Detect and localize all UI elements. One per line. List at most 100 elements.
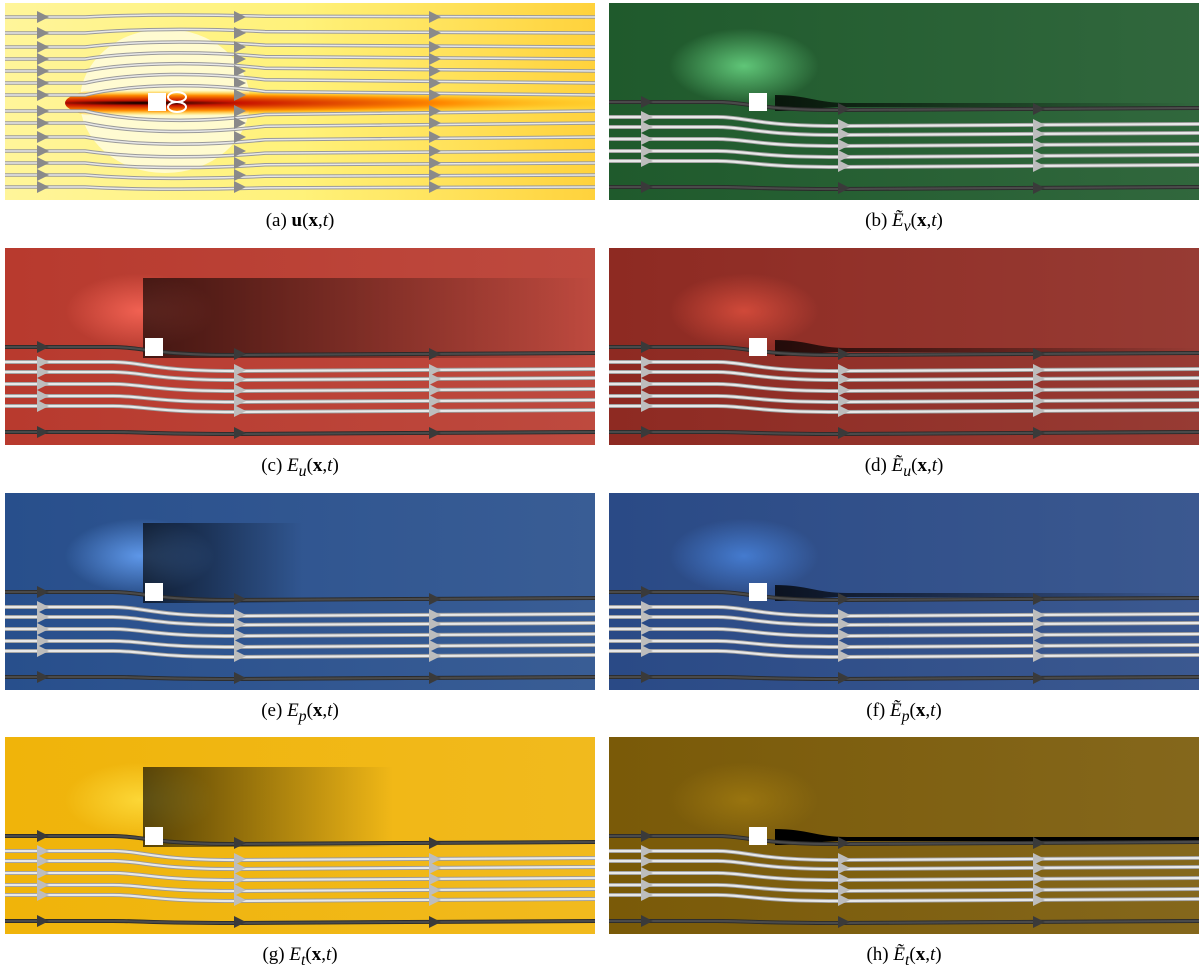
streamline-arrow bbox=[838, 395, 850, 407]
flow-field-image bbox=[5, 493, 595, 690]
streamline-highlight bbox=[5, 174, 595, 180]
streamline-highlight bbox=[609, 185, 1199, 191]
vortex-loop bbox=[167, 101, 187, 113]
streamline-highlight bbox=[5, 62, 595, 72]
caption-args: (x,t) bbox=[306, 700, 339, 721]
streamline-highlight bbox=[5, 883, 595, 893]
streamline-arrow bbox=[37, 105, 49, 117]
streamline-arrow bbox=[234, 65, 246, 77]
streamline-arrow bbox=[838, 364, 850, 376]
streamline-arrow bbox=[234, 169, 246, 181]
streamline-arrow bbox=[234, 862, 246, 874]
streamline-arrow bbox=[234, 894, 246, 906]
caption-label: (e) bbox=[261, 700, 283, 721]
streamline-highlight bbox=[609, 404, 1199, 414]
caption-label: (c) bbox=[261, 455, 283, 476]
caption-a: (a) u(x,t) bbox=[5, 210, 595, 232]
streamline-arrow bbox=[234, 27, 246, 39]
caption-symbol: E bbox=[287, 455, 299, 476]
caption-label: (d) bbox=[864, 455, 887, 476]
streamline-arrow bbox=[234, 11, 246, 23]
streamline-arrow bbox=[234, 395, 246, 407]
streamline-highlight bbox=[5, 28, 595, 34]
caption-e: (e) Ep(x,t) bbox=[5, 700, 595, 726]
obstacle-square bbox=[749, 93, 767, 111]
streamline-highlight bbox=[5, 360, 595, 373]
streamline-arrow bbox=[1033, 894, 1045, 906]
caption-subscript: t bbox=[904, 951, 910, 969]
streamline-arrow bbox=[1033, 119, 1045, 131]
streamline-arrow bbox=[429, 427, 441, 439]
streamline-highlight bbox=[5, 430, 595, 436]
streamline-arrow bbox=[429, 629, 441, 641]
streamline-arrow bbox=[429, 640, 441, 652]
streamline-arrow bbox=[641, 586, 653, 598]
streamline-arrow bbox=[429, 672, 441, 684]
streamline-arrow bbox=[641, 671, 653, 683]
streamline-highlight bbox=[609, 430, 1199, 436]
streamline-arrow bbox=[641, 341, 653, 353]
streamline-highlight bbox=[5, 649, 595, 659]
streamline-arrow bbox=[1033, 862, 1045, 874]
panel-a bbox=[5, 3, 595, 200]
streamline-arrow bbox=[641, 111, 653, 123]
streamline-arrow bbox=[234, 157, 246, 169]
streamline-arrow bbox=[429, 395, 441, 407]
streamline-arrow bbox=[641, 635, 653, 647]
streamline-arrow bbox=[37, 41, 49, 53]
streamline-highlight bbox=[5, 110, 595, 122]
field-glow bbox=[669, 3, 969, 153]
streamline-arrow bbox=[838, 373, 850, 385]
streamline-arrow bbox=[429, 117, 441, 129]
streamline-highlight bbox=[609, 849, 1199, 862]
streamline-arrow bbox=[838, 139, 850, 151]
caption-symbol: u bbox=[291, 210, 303, 231]
streamline-arrow bbox=[234, 41, 246, 53]
streamline-arrow bbox=[37, 611, 49, 623]
streamline-arrow bbox=[1033, 672, 1045, 684]
streamline-arrow bbox=[838, 873, 850, 885]
streamline-highlight bbox=[5, 394, 595, 404]
caption-args: (x,t) bbox=[305, 944, 338, 965]
streamline-arrow bbox=[838, 427, 850, 439]
streamline-arrow bbox=[429, 65, 441, 77]
streamline-highlight bbox=[5, 627, 595, 638]
streamline-arrow bbox=[838, 862, 850, 874]
streamline-arrow bbox=[429, 27, 441, 39]
streamline-arrow bbox=[1033, 160, 1045, 172]
panel-b bbox=[609, 3, 1199, 200]
streamline-arrow bbox=[641, 915, 653, 927]
caption-args: (x,t) bbox=[302, 210, 335, 231]
streamline-arrow bbox=[1033, 873, 1045, 885]
streamline-arrow bbox=[37, 426, 49, 438]
flow-field-image bbox=[5, 248, 595, 445]
streamline-arrow bbox=[641, 879, 653, 891]
caption-args: (x,t) bbox=[909, 700, 942, 721]
streamline-arrow bbox=[37, 145, 49, 157]
streamline-arrow bbox=[641, 121, 653, 133]
streamline-arrow bbox=[234, 77, 246, 89]
streamline-arrow bbox=[37, 867, 49, 879]
streamline-arrow bbox=[641, 426, 653, 438]
field-glow bbox=[669, 248, 969, 398]
streamline-arrow bbox=[1033, 629, 1045, 641]
streamline-arrow bbox=[429, 609, 441, 621]
caption-subscript: p bbox=[901, 707, 910, 725]
panel-g bbox=[5, 737, 595, 934]
streamline-arrow bbox=[1033, 395, 1045, 407]
streamline-arrow bbox=[1033, 853, 1045, 865]
streamline-arrow bbox=[234, 427, 246, 439]
streamline-arrow bbox=[429, 405, 441, 417]
caption-symbol: Ẽ bbox=[890, 700, 902, 721]
streamline-highlight bbox=[609, 639, 1199, 649]
streamline-arrow bbox=[37, 889, 49, 901]
flow-field-image bbox=[609, 737, 1199, 934]
streamline-arrow bbox=[1033, 405, 1045, 417]
panel-e bbox=[5, 493, 595, 690]
streamline-highlight bbox=[609, 115, 1199, 128]
streamline-highlight bbox=[609, 394, 1199, 404]
streamline-arrow bbox=[641, 356, 653, 368]
streamline-arrow bbox=[37, 53, 49, 65]
streamline-highlight bbox=[609, 893, 1199, 903]
streamline-arrow bbox=[429, 77, 441, 89]
